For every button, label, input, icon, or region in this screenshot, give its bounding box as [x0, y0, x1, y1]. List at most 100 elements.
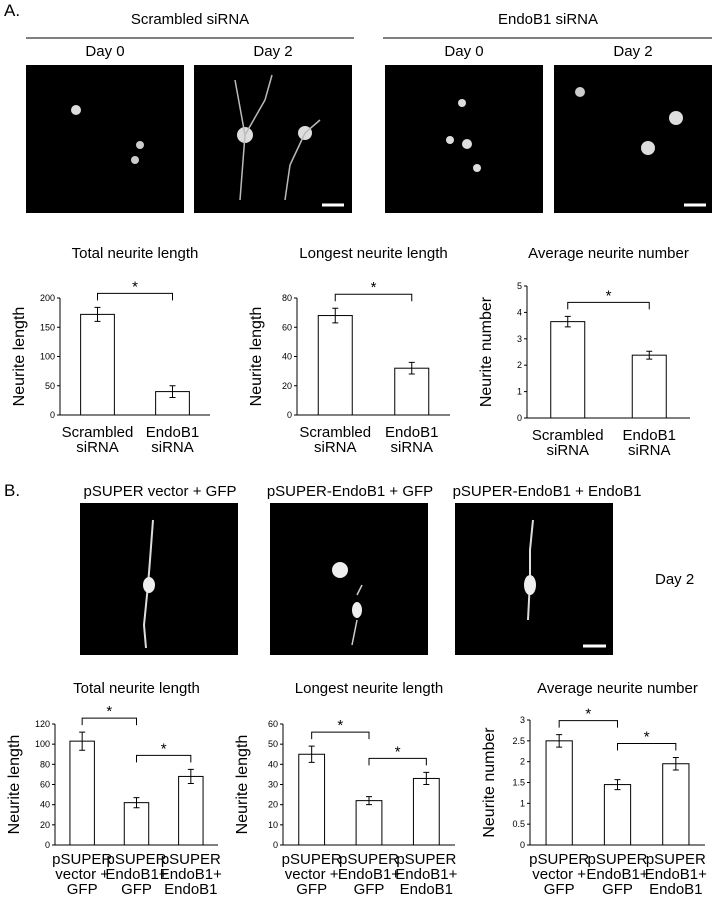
x-tick-label: EndoB1 siRNA [385, 424, 438, 456]
y-tick-label: 200 [40, 293, 55, 303]
y-tick-label: 2.5 [512, 736, 525, 746]
significance-bracket [558, 720, 618, 728]
x-tick-label-line: pSUPER [396, 851, 456, 868]
significance-bracket [81, 717, 137, 726]
side-label: Day 2 [655, 571, 694, 588]
bar [394, 367, 430, 416]
x-tick-label-line: EndoB1 [385, 424, 438, 441]
y-tick-label: 0 [273, 840, 278, 850]
x-tick-label: pSUPER EndoB1+ EndoB1 [160, 851, 222, 898]
significance-label: * [161, 740, 167, 757]
x-tick-label-line: GFP [296, 881, 327, 898]
significance-label: * [132, 278, 138, 295]
y-tick-label: 1 [520, 798, 525, 808]
bar [550, 321, 586, 419]
x-tick-label-line: EndoB1+ [645, 866, 707, 883]
error-bar [187, 768, 194, 784]
significance-label: * [337, 717, 343, 734]
y-tick-label: 30 [268, 780, 278, 790]
y-tick-label: 20 [40, 820, 50, 830]
x-tick-label-line: EndoB1 [649, 881, 702, 898]
day-label: Day 2 [613, 43, 652, 60]
error-bar [169, 385, 176, 398]
x-tick-label-line: pSUPER [646, 851, 706, 868]
bar [355, 800, 383, 846]
y-tick-label: 40 [40, 800, 50, 810]
y-tick-label: 0.5 [512, 819, 525, 829]
significance-bracket [311, 731, 370, 740]
x-tick-label-line: pSUPER [587, 851, 647, 868]
significance-bracket [567, 301, 650, 310]
y-tick-label: 120 [35, 719, 50, 729]
x-tick-label-line: siRNA [628, 442, 671, 459]
x-tick-label: EndoB1 siRNA [623, 427, 676, 459]
x-tick-label: Scrambled siRNA [532, 427, 604, 459]
x-tick-label: EndoB1 siRNA [146, 424, 199, 456]
error-bar [94, 306, 101, 322]
x-tick-label: pSUPER EndoB1+ GFP [338, 851, 400, 898]
chart-title: Average neurite number [528, 245, 689, 262]
group-title: EndoB1 siRNA [498, 11, 598, 28]
x-tick-label-line: siRNA [151, 439, 194, 456]
chart-title: Average neurite number [537, 680, 698, 697]
y-tick-label: 1 [517, 387, 522, 397]
bar [631, 354, 667, 419]
significance-label: * [395, 743, 401, 760]
x-tick-label-line: siRNA [76, 439, 119, 456]
x-tick-label-line: pSUPER [52, 851, 112, 868]
y-tick-label: 0 [50, 410, 55, 420]
x-tick-label-line: EndoB1 [164, 881, 217, 898]
y-axis-label: Neurite length [248, 307, 265, 407]
chart-title: Longest neurite length [299, 245, 447, 262]
y-tick-label: 20 [268, 800, 278, 810]
x-tick-label: pSUPER vector + GFP [52, 851, 112, 898]
significance-label: * [606, 287, 612, 304]
y-tick-label: 2 [517, 360, 522, 370]
micrograph [455, 503, 613, 655]
y-axis-label: Neurite length [11, 307, 28, 407]
x-tick-label-line: GFP [121, 881, 152, 898]
x-tick-label-line: pSUPER [282, 851, 342, 868]
x-tick-label-line: EndoB1 [400, 881, 453, 898]
y-tick-label: 100 [40, 352, 55, 362]
y-tick-label: 2 [520, 757, 525, 767]
y-tick-label: 3 [517, 334, 522, 344]
x-tick-label-line: Scrambled [299, 424, 371, 441]
y-tick-label: 60 [282, 322, 292, 332]
y-tick-label: 50 [45, 381, 55, 391]
significance-bracket [136, 754, 192, 763]
x-tick-label-line: siRNA [314, 439, 357, 456]
y-tick-label: 0 [517, 413, 522, 423]
micrograph [385, 65, 543, 213]
day-label: Day 0 [444, 43, 483, 60]
x-tick-label-line: EndoB1+ [105, 866, 167, 883]
bar [80, 313, 115, 416]
x-tick-label-line: EndoB1+ [338, 866, 400, 883]
x-tick-label: Scrambled siRNA [62, 424, 134, 456]
error-bar [646, 350, 653, 360]
y-tick-label: 60 [40, 780, 50, 790]
y-tick-label: 5 [517, 281, 522, 291]
x-tick-label-line: GFP [602, 881, 633, 898]
significance-bracket [368, 757, 427, 766]
y-tick-label: 80 [282, 293, 292, 303]
y-tick-label: 40 [282, 352, 292, 362]
y-axis-label: Neurite number [481, 727, 498, 838]
y-tick-label: 50 [268, 739, 278, 749]
x-tick-label-line: EndoB1+ [160, 866, 222, 883]
x-tick-label-line: vector + [55, 866, 109, 883]
x-tick-label-line: pSUPER [106, 851, 166, 868]
x-tick-label: pSUPER vector + GFP [282, 851, 342, 898]
day-label: Day 2 [253, 43, 292, 60]
micrograph [270, 503, 428, 655]
micrograph [80, 503, 238, 655]
y-tick-label: 0 [520, 840, 525, 850]
y-axis-label: Neurite length [6, 735, 23, 835]
y-tick-label: 3 [520, 715, 525, 725]
significance-bracket [97, 292, 173, 301]
significance-bracket [334, 293, 413, 302]
bar [662, 763, 690, 846]
error-bar [133, 797, 140, 809]
x-tick-label: pSUPER EndoB1+ GFP [586, 851, 648, 898]
